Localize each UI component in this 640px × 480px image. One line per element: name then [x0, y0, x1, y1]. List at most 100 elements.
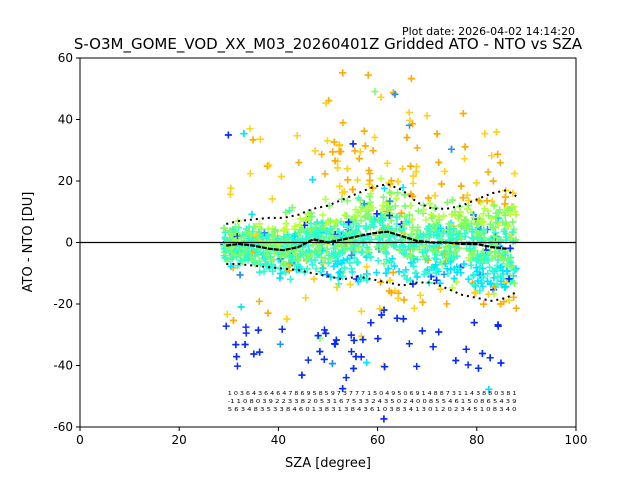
scatter-point [268, 195, 276, 203]
y-axis-label: ATO - NTO [DU] [21, 192, 36, 293]
scatter-point [339, 119, 347, 127]
scatter-point [489, 224, 497, 232]
scatter-point [331, 157, 339, 165]
scatter-point [361, 212, 369, 220]
scatter-point [493, 234, 501, 242]
scatter-point [435, 213, 443, 221]
scatter-point [320, 355, 328, 363]
scatter-point [476, 287, 484, 295]
scatter-point [474, 217, 482, 225]
scatter-point [376, 246, 384, 254]
scatter-point [356, 148, 364, 156]
scatter-point [250, 350, 258, 358]
scatter-point [483, 251, 491, 259]
scatter-point [260, 254, 268, 262]
scatter-point [382, 269, 390, 277]
scatter-point [293, 132, 301, 140]
x-tick-label: 40 [271, 433, 286, 447]
scatter-point [222, 322, 230, 330]
scatter-point [336, 182, 344, 190]
scatter-point [366, 198, 374, 206]
scatter-point [319, 264, 327, 272]
scatter-point [464, 361, 472, 369]
count-annotation-row: 1 0 3 6 4 3 6 4 6 4 7 8 6 9 5 8 5 9 7 3 … [228, 391, 517, 397]
scatter-point [227, 231, 235, 239]
scatter-point [401, 202, 409, 210]
scatter-point [226, 227, 234, 235]
scatter-point [227, 184, 235, 192]
scatter-point [304, 242, 312, 250]
scatter-point [462, 216, 470, 224]
scatter-point [432, 269, 440, 277]
scatter-point [386, 276, 394, 284]
scatter-point [350, 336, 358, 344]
scatter-point [407, 190, 415, 198]
scatter-point [470, 288, 478, 296]
scatter-point [386, 180, 394, 188]
chart-title: S-O3M_GOME_VOD_XX_M03_20260401Z Gridded … [74, 35, 583, 54]
scatter-point [275, 240, 283, 248]
scatter-point [250, 223, 258, 231]
scatter-point [463, 205, 471, 213]
scatter-point [504, 206, 512, 214]
series-upper-percentile [226, 183, 518, 225]
scatter-point [464, 275, 472, 283]
scatter-point [253, 247, 261, 255]
scatter-point [237, 257, 245, 265]
scatter-point [303, 228, 311, 236]
scatter-point [289, 256, 297, 264]
scatter-point [282, 219, 290, 227]
scatter-point [322, 248, 330, 256]
x-tick-label: 0 [76, 433, 84, 447]
scatter-point [291, 222, 299, 230]
scatter-point [322, 329, 330, 337]
scatter-point [375, 240, 383, 248]
scatter-point [305, 253, 313, 261]
scatter-point [335, 269, 343, 277]
scatter-point [303, 265, 311, 273]
scatter-point [497, 253, 505, 261]
scatter-point [450, 225, 458, 233]
scatter-point [445, 256, 453, 264]
scatter-point [257, 225, 265, 233]
scatter-point [501, 193, 509, 201]
scatter-point [226, 255, 234, 263]
scatter-point [323, 270, 331, 278]
scatter-point [410, 304, 418, 312]
scatter-point [229, 317, 237, 325]
scatter-point [457, 223, 465, 231]
scatter-point [242, 329, 250, 337]
scatter-point [486, 220, 494, 228]
scatter-point [341, 211, 349, 219]
scatter-point [386, 204, 394, 212]
scatter-point [430, 243, 438, 251]
scatter-point [285, 267, 293, 275]
scatter-point [322, 195, 330, 203]
scatter-point [334, 260, 342, 268]
scatter-point [308, 261, 316, 269]
scatter-point [485, 385, 493, 393]
scatter-point [347, 348, 355, 356]
y-axis: -60 -40 -20 0 20 40 60 [53, 51, 80, 434]
scatter-point [416, 291, 424, 299]
scatter-point [479, 210, 487, 218]
scatter-point [460, 155, 468, 163]
scatter-point [500, 227, 508, 235]
scatter-point [276, 340, 284, 348]
scatter-point [288, 204, 296, 212]
scatter-point [457, 182, 465, 190]
scatter-point [331, 340, 339, 348]
scatter-point [510, 202, 518, 210]
scatter-point [333, 242, 341, 250]
scatter-point [399, 184, 407, 192]
scatter-point [474, 234, 482, 242]
scatter-point [481, 255, 489, 263]
scatter-point [255, 297, 263, 305]
scatter-point [496, 237, 504, 245]
scatter-point [278, 325, 286, 333]
scatter-point [501, 251, 509, 259]
scatter-point [433, 276, 441, 284]
scatter-point [302, 214, 310, 222]
scatter-point [512, 304, 520, 312]
scatter-point [494, 322, 502, 330]
